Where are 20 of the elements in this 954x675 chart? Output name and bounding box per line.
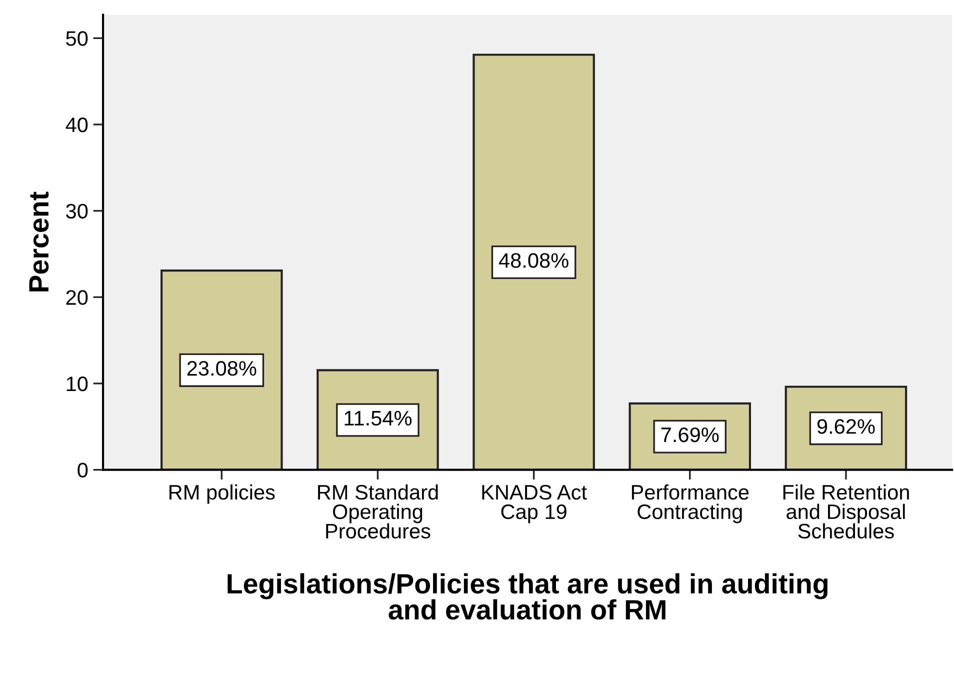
y-tick-label: 30 bbox=[66, 204, 88, 219]
x-axis-title: Legislations/Policies that are used in auditing and evaluation of RM bbox=[228, 573, 828, 620]
y-tick-label: 10 bbox=[66, 376, 88, 392]
y-axis-title: Percent bbox=[29, 192, 49, 292]
bar bbox=[472, 54, 595, 470]
data-label: 11.54% bbox=[344, 410, 412, 426]
y-tick-label: 50 bbox=[66, 31, 88, 46]
data-label: 23.08% bbox=[187, 361, 256, 376]
y-tick-label: 20 bbox=[66, 290, 88, 305]
bar bbox=[160, 270, 283, 470]
x-tick-label: RM policies bbox=[170, 484, 275, 504]
x-tick-label: Performance Contracting bbox=[632, 484, 749, 524]
y-tick-label: 40 bbox=[66, 117, 88, 132]
x-tick-label: KNADS Act Cap 19 bbox=[482, 484, 587, 524]
x-tick-label: File Retention and Disposal Schedules bbox=[783, 484, 909, 539]
data-label: 7.69% bbox=[661, 427, 719, 442]
data-label: 9.62% bbox=[817, 419, 875, 434]
x-tick-label: RM Standard Operating Procedures bbox=[318, 484, 438, 539]
data-label: 48.08% bbox=[498, 253, 568, 268]
y-tick-label: 0 bbox=[78, 462, 88, 478]
